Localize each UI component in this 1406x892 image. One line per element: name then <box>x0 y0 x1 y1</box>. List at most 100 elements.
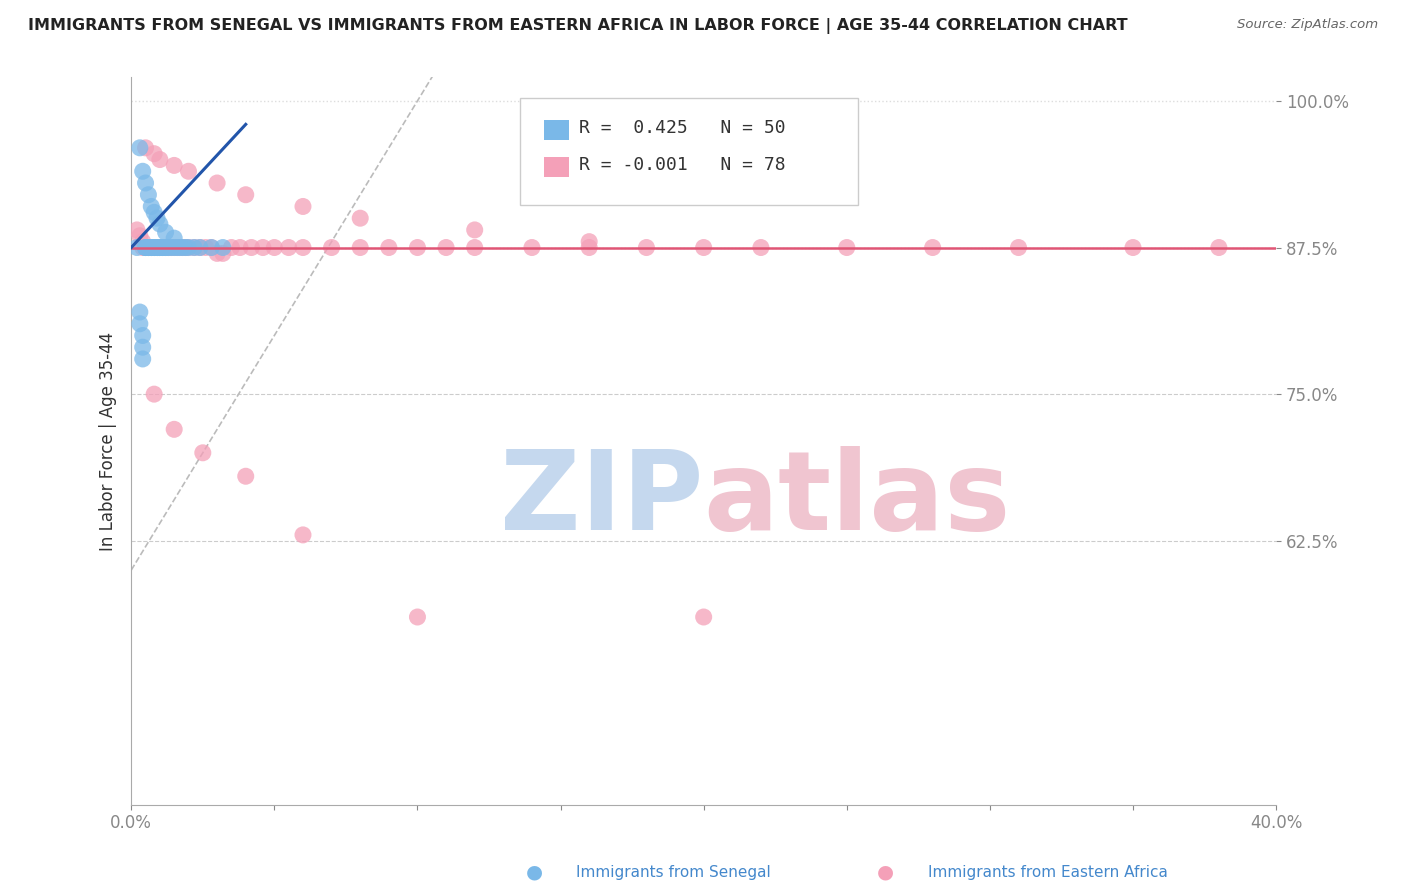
Point <box>141 240 163 254</box>
Point <box>749 240 772 254</box>
Point <box>406 240 429 254</box>
Point <box>166 240 188 254</box>
Point <box>464 240 486 254</box>
Text: Immigrants from Senegal: Immigrants from Senegal <box>576 865 772 880</box>
Point <box>131 164 153 178</box>
Point <box>263 240 285 254</box>
Point <box>205 246 228 260</box>
Point <box>692 610 714 624</box>
Point <box>240 240 263 254</box>
Point <box>143 205 166 219</box>
Point <box>149 153 172 167</box>
Point <box>155 240 177 254</box>
Point <box>636 240 658 254</box>
Point <box>135 141 157 155</box>
Point <box>174 240 197 254</box>
Point <box>138 240 160 254</box>
Text: ●: ● <box>877 863 894 882</box>
Point <box>146 240 169 254</box>
Point <box>235 187 257 202</box>
Point <box>149 240 172 254</box>
Point <box>125 223 148 237</box>
Point <box>172 240 194 254</box>
Point <box>138 240 160 254</box>
Point <box>138 187 160 202</box>
Point <box>277 240 299 254</box>
Point <box>221 240 243 254</box>
Point <box>188 240 211 254</box>
Point <box>146 240 169 254</box>
Y-axis label: In Labor Force | Age 35-44: In Labor Force | Age 35-44 <box>100 332 117 550</box>
Point <box>128 317 150 331</box>
Point <box>125 240 148 254</box>
Point <box>921 240 943 254</box>
Point <box>183 240 205 254</box>
Point <box>835 240 858 254</box>
Point <box>177 240 200 254</box>
Point <box>135 240 157 254</box>
Point <box>1208 240 1230 254</box>
Point <box>135 176 157 190</box>
Point <box>160 240 183 254</box>
Text: R =  0.425   N = 50: R = 0.425 N = 50 <box>579 120 786 137</box>
Point <box>131 340 153 354</box>
Point <box>349 240 371 254</box>
Point <box>183 240 205 254</box>
Point <box>141 240 163 254</box>
Point <box>128 141 150 155</box>
Point <box>152 240 174 254</box>
Point <box>143 240 166 254</box>
Point <box>141 199 163 213</box>
Point <box>163 240 186 254</box>
Point <box>131 240 153 254</box>
Point <box>141 240 163 254</box>
Point <box>166 240 188 254</box>
Point <box>291 528 314 542</box>
Point <box>163 158 186 172</box>
Point <box>291 240 314 254</box>
Text: Source: ZipAtlas.com: Source: ZipAtlas.com <box>1237 18 1378 31</box>
Text: ●: ● <box>526 863 543 882</box>
Point <box>131 328 153 343</box>
Point <box>143 240 166 254</box>
Point <box>177 240 200 254</box>
Text: IMMIGRANTS FROM SENEGAL VS IMMIGRANTS FROM EASTERN AFRICA IN LABOR FORCE | AGE 3: IMMIGRANTS FROM SENEGAL VS IMMIGRANTS FR… <box>28 18 1128 34</box>
Point <box>149 240 172 254</box>
Text: Immigrants from Eastern Africa: Immigrants from Eastern Africa <box>928 865 1168 880</box>
Point <box>692 240 714 254</box>
Point <box>188 240 211 254</box>
Point <box>149 240 172 254</box>
Point <box>141 240 163 254</box>
Point <box>146 211 169 226</box>
Point <box>191 446 214 460</box>
Point <box>434 240 457 254</box>
Point <box>211 246 233 260</box>
Point <box>152 240 174 254</box>
Point <box>160 240 183 254</box>
Point <box>194 240 217 254</box>
Point <box>321 240 343 254</box>
Point <box>174 240 197 254</box>
Point <box>177 164 200 178</box>
Point <box>155 225 177 239</box>
Point <box>149 217 172 231</box>
Point <box>138 240 160 254</box>
Point <box>146 240 169 254</box>
Point <box>146 240 169 254</box>
Point <box>378 240 401 254</box>
Point <box>135 240 157 254</box>
Point <box>200 240 222 254</box>
Point <box>200 240 222 254</box>
Text: R = -0.001   N = 78: R = -0.001 N = 78 <box>579 156 786 174</box>
Point <box>520 240 543 254</box>
Point <box>157 240 180 254</box>
Point <box>349 211 371 226</box>
Point <box>131 351 153 366</box>
Point <box>141 240 163 254</box>
Point <box>291 199 314 213</box>
Point <box>578 235 600 249</box>
Point <box>128 305 150 319</box>
Point <box>235 469 257 483</box>
Point <box>131 235 153 249</box>
Point <box>163 422 186 436</box>
